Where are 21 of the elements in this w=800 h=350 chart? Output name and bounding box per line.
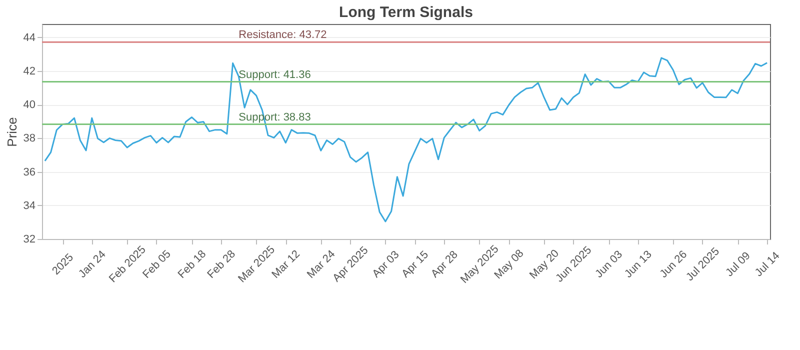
y-tick-label: 42 [23,66,36,78]
x-tick-label: Jan 24 [76,248,108,280]
x-tick-label: Jul 14 [752,250,782,280]
x-tick-label: Apr 03 [370,248,402,280]
ref-line-label: Support: 41.36 [238,68,311,81]
x-tick-label: Jun 03 [593,248,625,280]
y-tick-label: 32 [23,234,36,246]
y-axis-title: Price [4,117,20,147]
x-tick-label: Apr 15 [400,248,432,280]
x-tick-label: Jun 13 [622,248,654,280]
y-tick-label: 36 [23,166,36,178]
chart-title: Long Term Signals [339,4,473,21]
ref-line-label: Resistance: 43.72 [238,29,327,42]
y-tick-label: 34 [23,200,36,212]
y-tick-label: 38 [23,132,36,145]
x-tick-label: Feb 28 [205,248,238,281]
y-tick-label: 40 [23,99,36,112]
x-tick-label: Jul 09 [724,250,753,280]
x-tick-label: Apr 28 [428,248,460,280]
line-series [44,57,768,222]
y-tick-label: 44 [23,32,36,44]
